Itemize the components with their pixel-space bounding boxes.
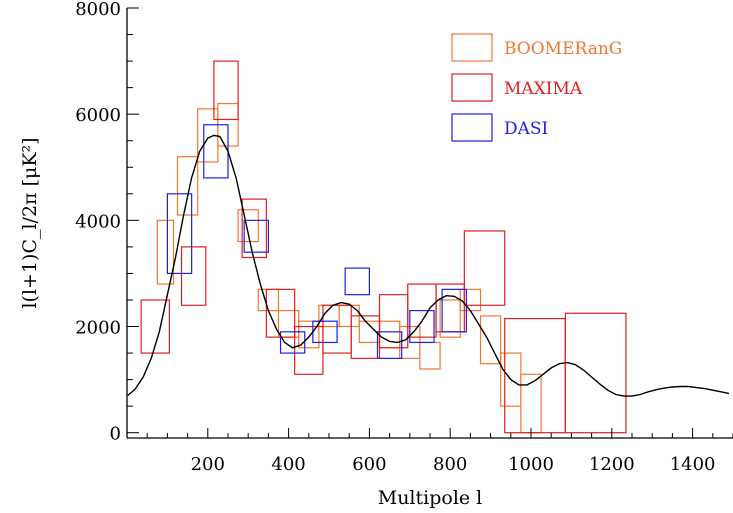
boomerang-box-7 xyxy=(298,320,320,349)
x-tick-label: 600 xyxy=(352,454,386,475)
boomerang-box-13 xyxy=(419,341,441,370)
legend-label-dasi: DASI xyxy=(504,119,548,139)
plot-frame xyxy=(126,8,733,439)
boomerang-box-15 xyxy=(459,288,482,312)
model-curve-layer xyxy=(127,134,730,397)
boomerang-box-5 xyxy=(257,288,280,312)
dasi-box-0 xyxy=(166,193,193,275)
dasi-box-2 xyxy=(243,219,270,253)
legend-label-maxima: MAXIMA xyxy=(504,79,583,99)
boomerang-box-14 xyxy=(439,299,461,338)
x-tick-label: 400 xyxy=(271,454,305,475)
maxima-box-12 xyxy=(504,317,566,434)
y-tick-label: 0 xyxy=(110,424,121,445)
x-tick-label: 1200 xyxy=(589,454,635,475)
boomerang-box-1 xyxy=(176,156,199,216)
legend-swatch-dasi xyxy=(451,113,493,142)
boomerang-box-6 xyxy=(277,309,300,338)
maxima-box-1 xyxy=(180,246,207,306)
boomerang-box-16 xyxy=(479,315,502,365)
legend-swatch-boomerang xyxy=(451,33,493,62)
legend-swatch-maxima xyxy=(451,73,493,102)
maxima-box-0 xyxy=(140,299,171,354)
y-axis-ticks: 0 2000 4000 6000 8000 xyxy=(75,0,139,445)
boomerang-box-4 xyxy=(237,209,259,243)
maxima-box-2 xyxy=(213,60,239,121)
dasi-box-6 xyxy=(376,331,403,359)
dasi-box-3 xyxy=(279,331,306,354)
x-axis-ticks: 200 400 600 800 1000 1200 1400 xyxy=(126,428,733,475)
dasi-box-4 xyxy=(312,320,338,344)
x-tick-label: 1000 xyxy=(508,454,554,475)
maxima-box-11 xyxy=(463,230,506,306)
dasi-box-7 xyxy=(409,309,435,344)
dasi-box-1 xyxy=(203,124,229,179)
maxima-box-3 xyxy=(241,198,267,259)
x-tick-label: 1400 xyxy=(670,454,716,475)
dasi-box-5 xyxy=(344,267,371,296)
x-tick-label: 800 xyxy=(433,454,467,475)
y-tick-label: 8000 xyxy=(75,0,121,20)
maxima-box-7 xyxy=(350,315,381,359)
legend-label-boomerang: BOOMERanG xyxy=(504,39,622,59)
maxima-box-13 xyxy=(564,312,627,434)
y-tick-label: 4000 xyxy=(75,211,121,232)
boomerang-box-11 xyxy=(378,320,401,349)
data-boxes xyxy=(140,60,627,434)
boomerang-box-0 xyxy=(156,219,175,285)
legend: BOOMERanG MAXIMA DASI xyxy=(451,33,622,142)
y-tick-label: 6000 xyxy=(75,105,121,126)
maxima-box-4 xyxy=(265,288,296,338)
y-axis-label: l(l+1)C_l/2π [μK²] xyxy=(19,137,41,308)
x-axis-label: Multipole l xyxy=(378,487,483,509)
model-curve xyxy=(127,134,730,397)
y-tick-label: 2000 xyxy=(75,318,121,339)
dasi-box-8 xyxy=(441,288,467,333)
x-tick-label: 200 xyxy=(191,454,225,475)
